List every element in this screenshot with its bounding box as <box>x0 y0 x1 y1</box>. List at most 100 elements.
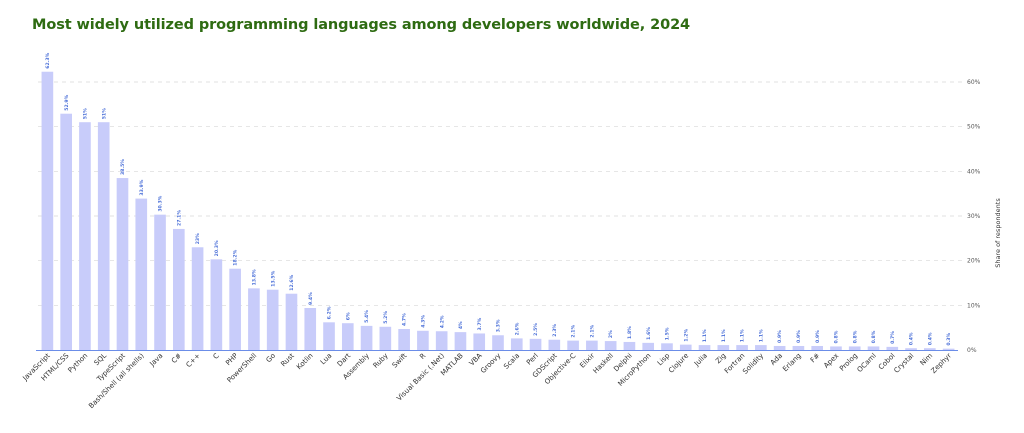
x-tick-label: Lua <box>319 352 334 367</box>
data-label: 2.1% <box>571 324 577 337</box>
data-label: 5.2% <box>383 311 389 324</box>
x-tick-label: C# <box>170 352 183 365</box>
x-tick-label: Solidity <box>741 352 765 376</box>
bar <box>717 345 730 350</box>
data-label: 0.9% <box>815 330 821 343</box>
bar <box>755 345 767 350</box>
bar <box>41 71 54 350</box>
y-axis-label: Share of respondents <box>994 198 1002 268</box>
bar <box>60 113 72 350</box>
y-tick-label: 40% <box>967 168 981 175</box>
x-tick-label: Swift <box>391 352 409 370</box>
x-tick-label: F# <box>809 352 822 365</box>
data-label: 0.8% <box>834 330 840 343</box>
data-label: 1.1% <box>740 329 746 342</box>
x-tick-label: VBA <box>468 352 484 368</box>
data-label: 27.1% <box>176 210 182 226</box>
x-tick-label: Lisp <box>656 351 672 367</box>
bar <box>811 345 824 350</box>
data-label: 2.1% <box>589 324 595 337</box>
data-label: 0.8% <box>871 330 877 343</box>
bar <box>830 346 842 350</box>
bar <box>454 332 467 350</box>
data-label: 38.5% <box>120 159 126 175</box>
data-label: 3.7% <box>477 317 483 330</box>
data-label: 18.2% <box>233 249 239 265</box>
y-tick-label: 20% <box>967 258 981 265</box>
bar <box>154 214 166 350</box>
bar <box>942 348 955 350</box>
data-label: 1.8% <box>627 326 633 339</box>
bar <box>642 342 655 350</box>
bar <box>548 339 561 350</box>
data-label: 0.8% <box>852 330 858 343</box>
bar <box>304 308 317 350</box>
data-label: 6.2% <box>327 306 333 319</box>
bar <box>172 228 185 350</box>
x-tick-label: Erlang <box>781 352 803 374</box>
x-tick-label: Ada <box>769 352 784 367</box>
x-tick-label: R <box>418 352 427 361</box>
bar <box>285 293 298 350</box>
bar <box>417 330 429 350</box>
data-label: 1.5% <box>665 327 671 340</box>
x-tick-label: OCaml <box>856 352 878 374</box>
data-label: 2.6% <box>514 322 520 335</box>
bar <box>323 322 335 350</box>
bar <box>661 343 673 350</box>
bar <box>886 346 899 350</box>
bar <box>398 329 410 350</box>
data-label: 4.2% <box>439 315 445 328</box>
bar <box>248 288 260 350</box>
bar <box>773 345 786 350</box>
bar <box>341 323 354 350</box>
x-tick-label: Clojure <box>667 352 690 375</box>
bar <box>229 268 241 350</box>
x-tick-label: PHP <box>224 352 239 367</box>
bar <box>116 178 129 350</box>
bar <box>191 247 204 350</box>
x-tick-label: Julia <box>692 352 709 369</box>
y-tick-label: 50% <box>967 124 981 131</box>
bar <box>736 345 748 350</box>
data-label: 1.2% <box>683 329 689 342</box>
x-tick-label: SQL <box>93 352 109 368</box>
data-label: 0.7% <box>890 331 896 344</box>
bar <box>698 345 711 350</box>
data-label: 0.4% <box>927 332 933 345</box>
bar <box>79 122 91 350</box>
data-label: 0.3% <box>946 333 952 346</box>
bar <box>97 122 110 350</box>
data-label: 2.5% <box>533 323 539 336</box>
y-axis-ticks: 0% 10% 20% 30% 40% 50% 60% <box>967 79 981 354</box>
x-tick-label: Groovy <box>479 352 502 375</box>
bar <box>379 326 392 350</box>
x-tick-label: Perl <box>525 352 540 367</box>
x-tick-label: C++ <box>185 352 203 370</box>
x-tick-label: Ruby <box>372 352 390 370</box>
bar <box>266 289 279 350</box>
bar <box>623 341 636 350</box>
x-tick-label: Kotlin <box>295 352 315 372</box>
bar <box>567 340 579 350</box>
data-label: 2.3% <box>552 324 558 337</box>
x-tick-label: Nim <box>919 352 935 368</box>
data-label: 52.9% <box>64 94 70 110</box>
bar <box>529 338 542 350</box>
x-tick-label: Rust <box>279 352 296 369</box>
y-tick-label: 60% <box>967 79 981 86</box>
x-tick-label: Haskell <box>592 352 616 376</box>
data-label: 62.3% <box>45 52 51 68</box>
x-tick-label: Go <box>265 352 278 365</box>
data-label: 4.7% <box>402 313 408 326</box>
bar <box>867 346 880 350</box>
data-label: 51% <box>83 108 89 119</box>
bar <box>604 341 617 350</box>
data-label: 1.6% <box>646 327 652 340</box>
data-label: 0.4% <box>909 332 915 345</box>
data-label: 51% <box>101 108 107 119</box>
data-label: 6% <box>345 312 351 320</box>
y-tick-label: 10% <box>967 302 981 309</box>
